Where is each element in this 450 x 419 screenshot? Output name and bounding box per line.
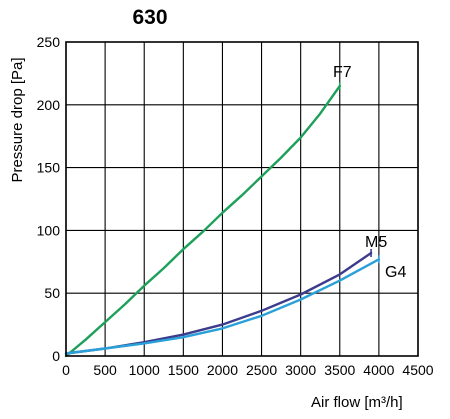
- y-axis-label: Pressure drop [Pa]: [9, 57, 26, 182]
- plot-frame: [65, 41, 419, 357]
- x-tick-label: 2500: [246, 362, 277, 378]
- x-tick-label: 2000: [207, 362, 238, 378]
- series-label-m5: M5: [365, 234, 387, 251]
- series-line-f7: [64, 84, 341, 358]
- y-tick-label: 250: [37, 34, 61, 50]
- x-axis-label: Air flow [m³/h]: [311, 394, 403, 411]
- x-tick-label: 3000: [285, 362, 316, 378]
- x-tick-label: 1000: [129, 362, 160, 378]
- y-tick-label: 200: [37, 97, 61, 113]
- x-tick-label: 4000: [363, 362, 394, 378]
- series-line-g4: [64, 258, 381, 355]
- x-tick-label: 0: [62, 362, 70, 378]
- x-tick-label: 1500: [168, 362, 199, 378]
- y-tick-label: 0: [52, 348, 60, 364]
- series-line-m5: [64, 251, 373, 355]
- chart-title: 630: [132, 6, 167, 29]
- x-tick-label: 3500: [324, 362, 355, 378]
- x-tick-label: 4500: [402, 362, 433, 378]
- y-tick-labels: 0 50 100 150 200 250: [37, 34, 61, 364]
- series-lines: [64, 81, 381, 358]
- y-tick-label: 100: [37, 222, 61, 238]
- series-label-f7: F7: [333, 64, 352, 81]
- y-tick-label: 150: [37, 160, 61, 176]
- series-label-g4: G4: [385, 264, 406, 281]
- x-tick-label: 500: [93, 362, 117, 378]
- y-tick-label: 50: [44, 285, 60, 301]
- x-tick-labels: 0 500 1000 1500 2000 2500 3000 3500 4000 4500: [62, 362, 434, 378]
